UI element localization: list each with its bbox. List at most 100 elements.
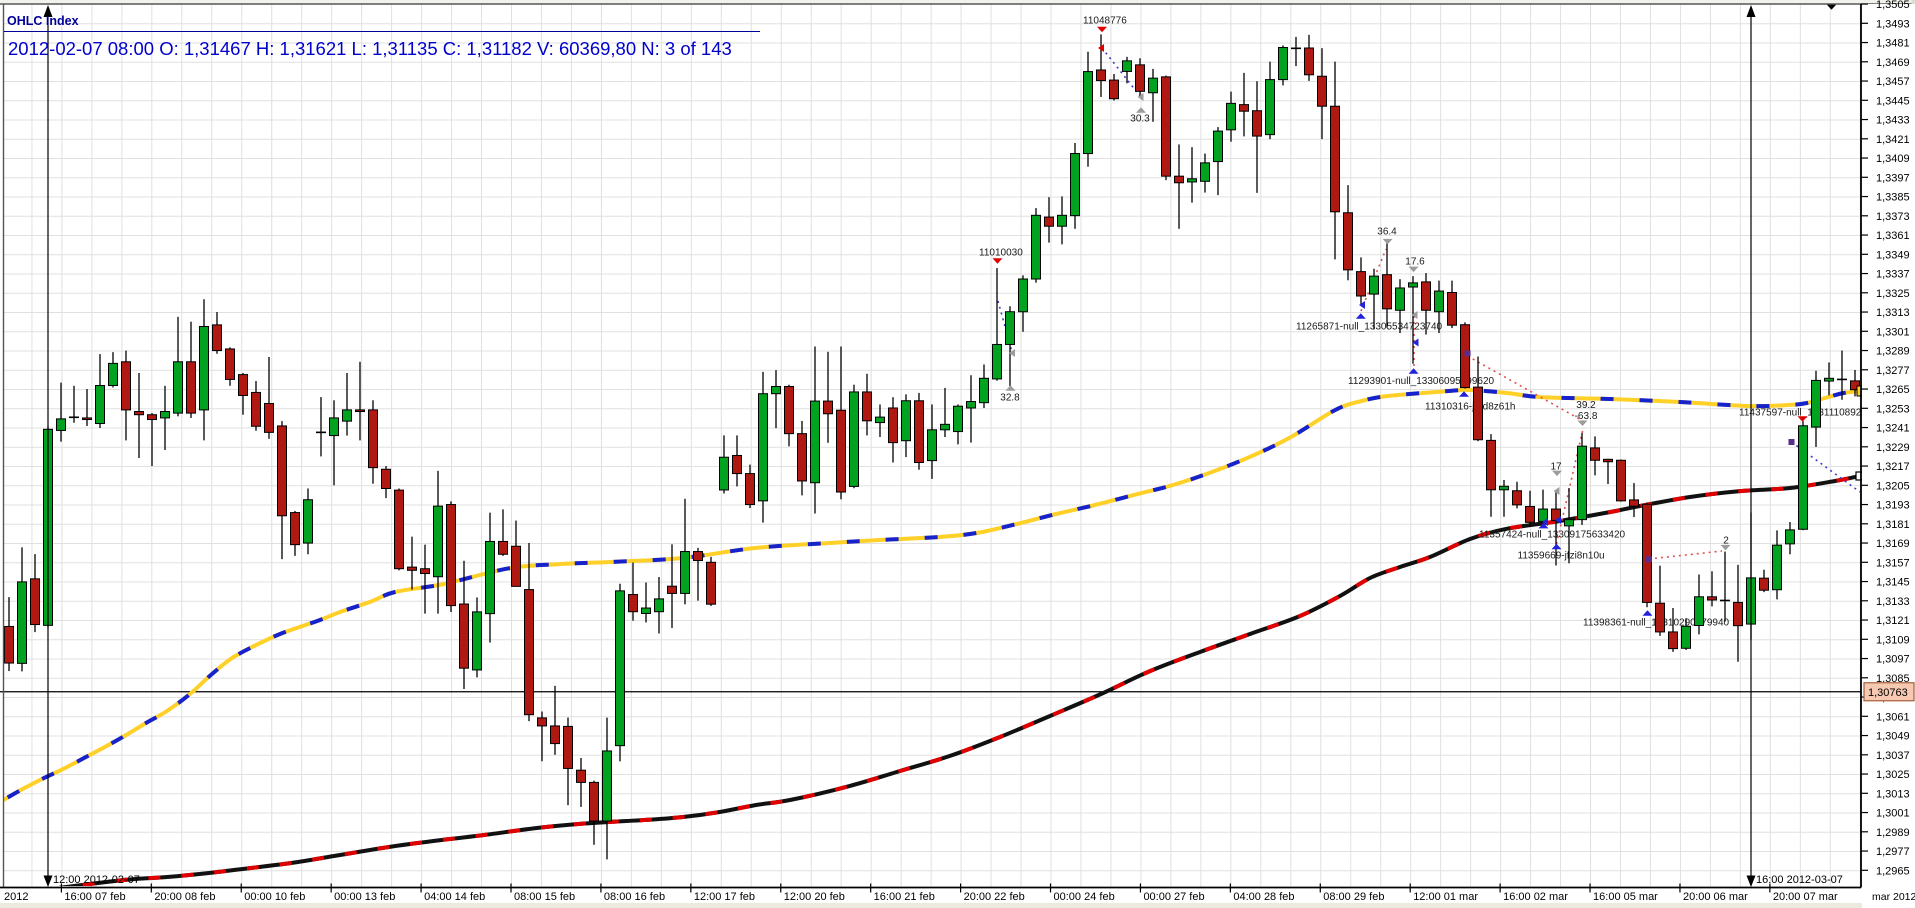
- candle[interactable]: [329, 400, 339, 486]
- candle[interactable]: [56, 382, 66, 442]
- candle[interactable]: [1824, 362, 1834, 396]
- candle[interactable]: [69, 385, 79, 423]
- candle[interactable]: [108, 352, 118, 388]
- candle[interactable]: [875, 404, 885, 438]
- candle[interactable]: [1447, 280, 1457, 329]
- candle[interactable]: [914, 392, 924, 470]
- candle[interactable]: [927, 404, 937, 479]
- candle[interactable]: [1798, 421, 1808, 531]
- candle[interactable]: [524, 543, 534, 722]
- candle[interactable]: [1161, 75, 1171, 181]
- candle[interactable]: [1070, 142, 1080, 229]
- candle[interactable]: [1499, 480, 1509, 517]
- candle[interactable]: [810, 346, 820, 514]
- candle[interactable]: [550, 685, 560, 755]
- candle[interactable]: [1590, 436, 1600, 476]
- candle[interactable]: [1655, 565, 1665, 636]
- candle[interactable]: [394, 488, 404, 571]
- candle[interactable]: [316, 397, 326, 457]
- candle[interactable]: [303, 488, 313, 555]
- candle[interactable]: [1642, 502, 1652, 608]
- candle[interactable]: [1317, 48, 1327, 140]
- candle[interactable]: [1720, 551, 1730, 622]
- candle[interactable]: [1200, 153, 1210, 193]
- candle[interactable]: [160, 385, 170, 451]
- candle[interactable]: [290, 510, 300, 556]
- candle[interactable]: [4, 597, 14, 672]
- candle[interactable]: [173, 316, 183, 417]
- candle[interactable]: [576, 758, 586, 807]
- candle[interactable]: [758, 371, 768, 523]
- candle[interactable]: [1811, 370, 1821, 447]
- candle[interactable]: [589, 780, 599, 845]
- candle[interactable]: [1759, 569, 1769, 593]
- candle[interactable]: [147, 413, 157, 467]
- candle[interactable]: [355, 361, 365, 441]
- candle[interactable]: [784, 384, 794, 447]
- candle[interactable]: [82, 389, 92, 426]
- candle[interactable]: [1577, 433, 1587, 525]
- candle[interactable]: [797, 420, 807, 496]
- candle[interactable]: [1278, 45, 1288, 86]
- candle[interactable]: [1226, 91, 1236, 142]
- candle[interactable]: [667, 544, 677, 629]
- candle[interactable]: [251, 381, 261, 431]
- candle[interactable]: [1057, 196, 1067, 245]
- candle[interactable]: [17, 547, 27, 672]
- candle[interactable]: [1707, 571, 1717, 607]
- candle[interactable]: [1850, 369, 1860, 397]
- candle[interactable]: [1044, 197, 1054, 243]
- candle[interactable]: [602, 717, 612, 860]
- candle[interactable]: [1434, 280, 1444, 334]
- candle[interactable]: [1395, 279, 1405, 334]
- candle[interactable]: [498, 509, 508, 556]
- candle[interactable]: [1356, 257, 1366, 305]
- candle[interactable]: [1421, 273, 1431, 335]
- candle[interactable]: [1239, 72, 1249, 137]
- candle[interactable]: [264, 356, 274, 439]
- candle[interactable]: [862, 373, 872, 436]
- candle[interactable]: [1148, 68, 1158, 122]
- candle[interactable]: [446, 501, 456, 613]
- candle[interactable]: [407, 536, 417, 590]
- candle[interactable]: [1408, 276, 1418, 364]
- candles[interactable]: [4, 34, 1860, 860]
- candle[interactable]: [30, 554, 40, 633]
- candle[interactable]: [1122, 56, 1132, 84]
- candle[interactable]: [615, 583, 625, 762]
- candle[interactable]: [342, 373, 352, 436]
- candle[interactable]: [1135, 58, 1145, 97]
- candle[interactable]: [1772, 530, 1782, 600]
- candle[interactable]: [979, 364, 989, 408]
- candle[interactable]: [1733, 564, 1743, 662]
- candle[interactable]: [238, 373, 248, 415]
- candle[interactable]: [888, 397, 898, 463]
- candle[interactable]: [1174, 144, 1184, 229]
- candle[interactable]: [1616, 459, 1626, 502]
- candle[interactable]: [1525, 490, 1535, 527]
- candle[interactable]: [1187, 147, 1197, 203]
- candle[interactable]: [1369, 268, 1379, 330]
- candle[interactable]: [823, 351, 833, 443]
- candle[interactable]: [95, 354, 105, 429]
- candle[interactable]: [1512, 481, 1522, 509]
- candle[interactable]: [849, 384, 859, 489]
- candle[interactable]: [186, 321, 196, 418]
- candle[interactable]: [1304, 34, 1314, 81]
- candle[interactable]: [1252, 81, 1262, 193]
- candle[interactable]: [1083, 51, 1093, 167]
- candle[interactable]: [277, 421, 287, 560]
- candle[interactable]: [654, 577, 664, 634]
- candle[interactable]: [1473, 356, 1483, 442]
- candle[interactable]: [1291, 36, 1301, 67]
- candle[interactable]: [472, 597, 482, 678]
- candle[interactable]: [1109, 73, 1119, 101]
- candle[interactable]: [1486, 434, 1496, 517]
- candle[interactable]: [1330, 61, 1340, 260]
- candle[interactable]: [511, 520, 521, 587]
- candle[interactable]: [381, 466, 391, 499]
- candle[interactable]: [706, 556, 716, 606]
- candle[interactable]: [134, 373, 144, 459]
- candle[interactable]: [745, 464, 755, 509]
- candle[interactable]: [485, 512, 495, 643]
